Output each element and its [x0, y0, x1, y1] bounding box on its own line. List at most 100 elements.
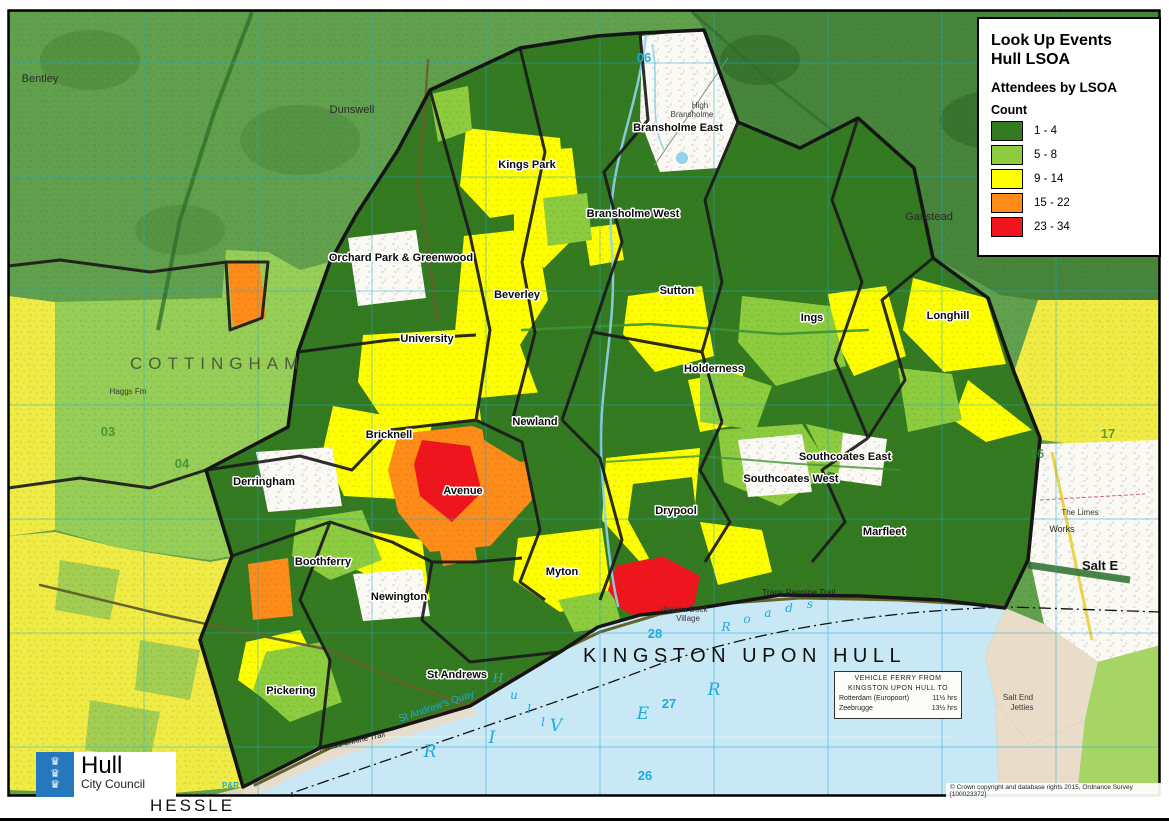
ferry-route-name: Rotterdam (Europoort) [839, 695, 910, 703]
legend-swatch [991, 169, 1023, 190]
legend-subtitle: Attendees by LSOA [991, 80, 1118, 96]
ward-label: Ings [801, 312, 824, 324]
svg-text:03: 03 [101, 424, 115, 439]
legend-swatch [991, 145, 1023, 166]
legend-swatch [991, 121, 1023, 142]
ward-label: Boothferry [295, 556, 352, 568]
legend-item: 1 - 4 [991, 121, 1147, 142]
svg-text:V: V [550, 716, 564, 736]
svg-text:I: I [488, 728, 496, 748]
crown-icon: ♛ [50, 779, 60, 792]
ward-label: Southcoates East [799, 451, 892, 463]
ferry-route-name: Zeebrugge [839, 705, 873, 713]
svg-text:16: 16 [1030, 446, 1044, 461]
legend-title: Look Up Events Hull LSOA [991, 31, 1147, 69]
svg-text:27: 27 [662, 696, 676, 711]
svg-text:06: 06 [637, 50, 651, 65]
water-labels: R I V E R H u l l R o a d s [423, 597, 813, 762]
kingston-upon-hull-label: KINGSTON UPON HULL [583, 645, 906, 667]
svg-text:R: R [423, 742, 437, 762]
logo-subtitle: City Council [81, 777, 146, 791]
ward-label: University [400, 333, 454, 345]
ferry-route-time: 13½ hrs [931, 705, 957, 713]
copyright-notice: © Crown copyright and database rights 20… [946, 783, 1169, 799]
place-label: Village [676, 614, 700, 623]
svg-text:a: a [764, 606, 771, 620]
legend-title-line2: Hull LSOA [991, 51, 1071, 69]
svg-text:17: 17 [1101, 426, 1115, 441]
map-canvas: Bentley Dunswell Ganstead Haggs Fm COTTI… [8, 10, 1160, 796]
ward-label: Bransholme West [587, 208, 680, 220]
legend-range: 5 - 8 [1034, 149, 1058, 162]
page-bottom-rule [0, 818, 1169, 821]
legend-range: 23 - 34 [1034, 221, 1070, 234]
ward-boundaries [8, 32, 934, 749]
place-label: Works [1049, 524, 1075, 534]
map-frame [7, 9, 1161, 797]
svg-text:l: l [541, 715, 545, 729]
hull-city-council-logo: ♛ ♛ ♛ Hull City Council [36, 752, 176, 797]
place-label: High [692, 101, 708, 110]
ward-label: Newland [512, 416, 557, 428]
ward-label: Bricknell [366, 429, 412, 441]
admin-boundary-dashdot [281, 606, 1160, 796]
place-label: Victoria Dock [661, 605, 709, 614]
ward-label: Bransholme East [633, 122, 723, 134]
legend-range: 1 - 4 [1034, 125, 1058, 138]
ferry-line1: VEHICLE FERRY FROM [854, 675, 942, 682]
hessle-label: HESSLE [150, 796, 235, 815]
legend-item: 15 - 22 [991, 193, 1147, 214]
logo-name: Hull [81, 752, 123, 779]
svg-text:u: u [510, 688, 518, 702]
ward-label: Orchard Park & Greenwood [329, 252, 473, 264]
svg-text:l: l [527, 702, 531, 716]
legend-swatch [991, 217, 1023, 238]
svg-text:o: o [743, 612, 750, 626]
place-label: The Limes [1061, 508, 1098, 517]
svg-text:d: d [785, 601, 793, 615]
svg-text:04: 04 [175, 456, 190, 471]
ward-label: Marfleet [863, 526, 906, 538]
svg-text:H: H [492, 671, 504, 685]
crown-icon: ♛ [50, 767, 60, 780]
ward-label: Drypool [655, 505, 697, 517]
ward-labels: Kings Park Bransholme East Bransholme We… [232, 121, 971, 699]
ward-label: Holderness [684, 363, 744, 375]
river-hull-line [599, 34, 648, 608]
svg-text:28: 28 [648, 626, 662, 641]
place-label: Haggs Fm [110, 387, 147, 396]
ward-label: Beverley [494, 289, 541, 301]
ward-label: Myton [546, 566, 579, 578]
place-label: Salt End [1003, 693, 1033, 702]
legend-panel: Look Up Events Hull LSOA Attendees by LS… [977, 17, 1161, 258]
logo-text: Hull City Council [74, 752, 176, 797]
city-boundary [198, 28, 1042, 789]
hull-crest: ♛ ♛ ♛ [36, 752, 74, 797]
map-grid [8, 10, 1160, 796]
place-label: Dunswell [330, 104, 375, 116]
legend-item: 5 - 8 [991, 145, 1147, 166]
place-label: Ganstead [905, 211, 953, 223]
svg-text:s: s [807, 597, 813, 611]
svg-text:R: R [720, 620, 730, 634]
trans-pennine-label: Trans Pennine Trail [762, 587, 835, 597]
ward-label: Pickering [266, 685, 316, 697]
ward-label: Derringham [233, 476, 295, 488]
place-label: Bentley [22, 73, 59, 85]
legend-range: 15 - 22 [1034, 197, 1070, 210]
svg-text:E: E [636, 704, 650, 724]
ferry-notice-box: VEHICLE FERRY FROM KINGSTON UPON HULL TO… [834, 671, 962, 719]
park-and-ride-label: P&R [222, 781, 239, 790]
place-label: Jetties [1010, 703, 1033, 712]
crown-icon: ♛ [50, 756, 60, 769]
saltend-foreshore [985, 608, 1098, 745]
place-label: Bransholme [671, 110, 714, 119]
legend-count-label: Count [991, 103, 1028, 118]
legend-item: 23 - 34 [991, 217, 1147, 238]
ward-label: Newington [371, 591, 427, 603]
ferry-route-time: 11½ hrs [932, 695, 957, 703]
legend-range: 9 - 14 [1034, 173, 1064, 186]
ferry-route: Rotterdam (Europoort) 11½ hrs [839, 694, 957, 704]
